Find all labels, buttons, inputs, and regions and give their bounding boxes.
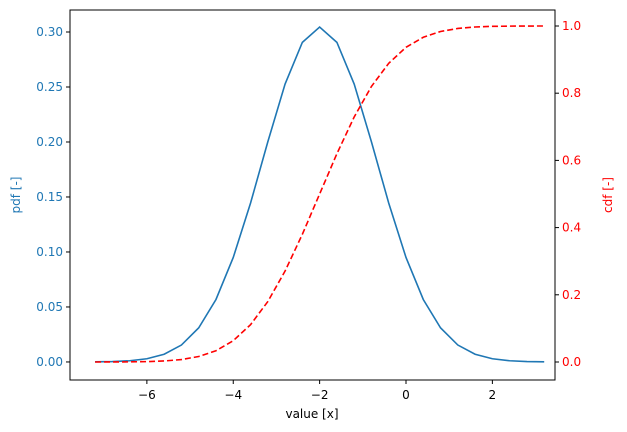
y-tick-label: 0.15 <box>36 190 63 204</box>
y2-tick-label: 0.2 <box>562 288 581 302</box>
y2-tick-label: 1.0 <box>562 19 581 33</box>
y2-tick-label: 0.0 <box>562 355 581 369</box>
plot-frame <box>69 9 556 381</box>
y-tick-label: 0.30 <box>36 25 63 39</box>
series-line <box>95 25 545 363</box>
y-tick-label: 0.05 <box>36 300 63 314</box>
x-tick-label: 0 <box>402 388 410 402</box>
x-tick-label: −2 <box>311 388 329 402</box>
y-axis-label: pdf [-] <box>9 177 23 214</box>
y-tick-label: 0.20 <box>36 135 63 149</box>
x-tick-label: −6 <box>138 388 156 402</box>
y2-axis-label: cdf [-] <box>601 177 615 213</box>
x-tick-label: −4 <box>224 388 242 402</box>
x-axis-label: value [x] <box>285 407 338 421</box>
series-line <box>95 25 545 363</box>
x-tick-label: 2 <box>489 388 497 402</box>
y-tick-label: 0.00 <box>36 355 63 369</box>
y2-tick-label: 0.8 <box>562 86 581 100</box>
y-tick-label: 0.25 <box>36 80 63 94</box>
y-tick-label: 0.10 <box>36 245 63 259</box>
y2-tick-label: 0.4 <box>562 221 581 235</box>
y2-tick-label: 0.6 <box>562 153 581 167</box>
